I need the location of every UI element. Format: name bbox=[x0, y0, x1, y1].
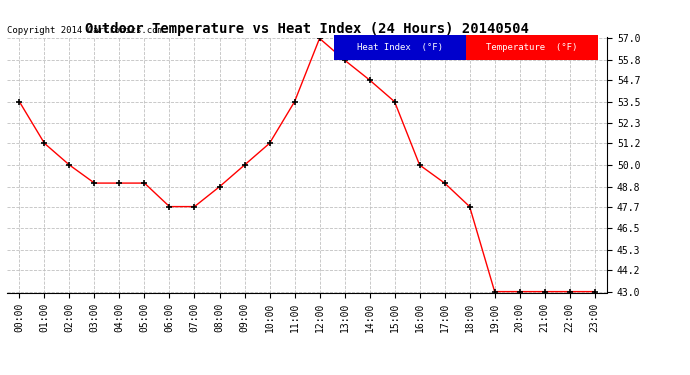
Text: Copyright 2014 Cartronics.com: Copyright 2014 Cartronics.com bbox=[7, 26, 163, 35]
Text: Heat Index  (°F): Heat Index (°F) bbox=[357, 43, 443, 52]
FancyBboxPatch shape bbox=[466, 35, 598, 60]
Title: Outdoor Temperature vs Heat Index (24 Hours) 20140504: Outdoor Temperature vs Heat Index (24 Ho… bbox=[85, 22, 529, 36]
Text: Temperature  (°F): Temperature (°F) bbox=[486, 43, 578, 52]
FancyBboxPatch shape bbox=[334, 35, 466, 60]
